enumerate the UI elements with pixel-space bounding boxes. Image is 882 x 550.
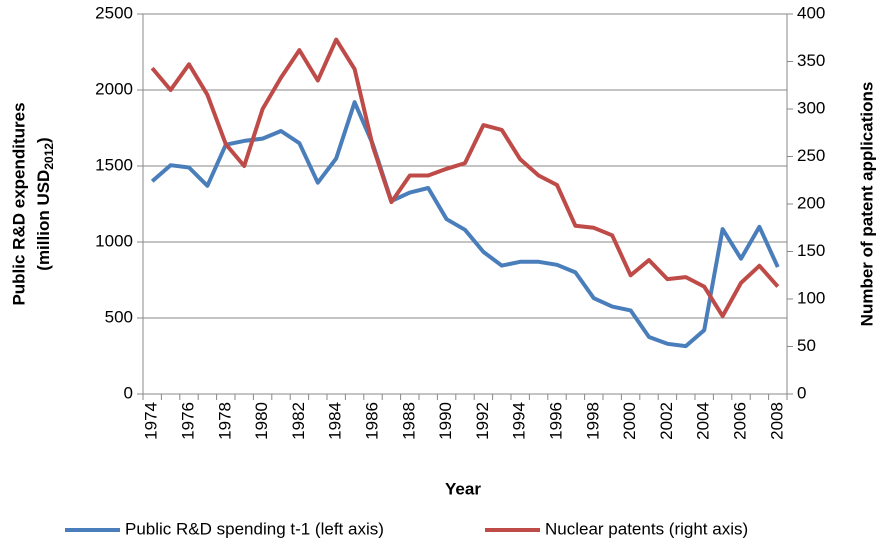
x-tick-label: 2008 bbox=[767, 402, 786, 440]
x-tick-label: 1994 bbox=[510, 402, 529, 440]
y2-tick-label: 200 bbox=[797, 193, 825, 212]
x-tick-label: 1980 bbox=[252, 402, 271, 440]
y2-tick-label: 250 bbox=[797, 146, 825, 165]
x-tick-label: 1990 bbox=[436, 402, 455, 440]
y-axis-label: Public R&D expenditures bbox=[9, 102, 28, 305]
y2-tick-label: 0 bbox=[797, 383, 806, 402]
legend-label: Public R&D spending t-1 (left axis) bbox=[125, 519, 384, 538]
y-axis-unit-text: (million USD bbox=[34, 170, 53, 271]
x-tick-label: 1986 bbox=[362, 402, 381, 440]
y2-tick-label: 400 bbox=[797, 3, 825, 22]
y-tick-label: 2500 bbox=[95, 3, 133, 22]
legend-label: Nuclear patents (right axis) bbox=[545, 519, 748, 538]
y-axis-unit-subscript: 2012 bbox=[42, 143, 56, 170]
x-tick-label: 1996 bbox=[546, 402, 565, 440]
y-tick-label: 0 bbox=[124, 383, 133, 402]
y2-tick-label: 300 bbox=[797, 98, 825, 117]
x-axis-label: Year bbox=[445, 479, 481, 498]
x-tick-label: 1974 bbox=[142, 402, 161, 440]
x-tick-label: 2004 bbox=[694, 402, 713, 440]
x-tick-label: 2002 bbox=[657, 402, 676, 440]
y-tick-label: 1000 bbox=[95, 231, 133, 250]
y2-tick-label: 100 bbox=[797, 288, 825, 307]
x-tick-label: 1988 bbox=[399, 402, 418, 440]
x-tick-label: 1992 bbox=[473, 402, 492, 440]
y-axis-unit: (million USD2012) bbox=[34, 137, 56, 270]
y-tick-label: 2000 bbox=[95, 79, 133, 98]
y2-tick-label: 150 bbox=[797, 241, 825, 260]
y2-tick-label: 350 bbox=[797, 51, 825, 70]
y-tick-label: 500 bbox=[105, 307, 133, 326]
x-tick-label: 1978 bbox=[215, 402, 234, 440]
x-tick-label: 1976 bbox=[178, 402, 197, 440]
y2-tick-label: 50 bbox=[797, 336, 816, 355]
x-tick-label: 1984 bbox=[326, 402, 345, 440]
y2-axis-label: Number of patent applications bbox=[857, 82, 876, 327]
x-tick-label: 1998 bbox=[583, 402, 602, 440]
y-axis-unit-close: ) bbox=[34, 137, 53, 143]
series-line bbox=[150, 37, 780, 319]
x-tick-label: 2006 bbox=[730, 402, 749, 440]
series-line bbox=[150, 100, 780, 349]
y-tick-label: 1500 bbox=[95, 155, 133, 174]
x-tick-label: 1982 bbox=[289, 402, 308, 440]
x-tick-label: 2000 bbox=[620, 402, 639, 440]
